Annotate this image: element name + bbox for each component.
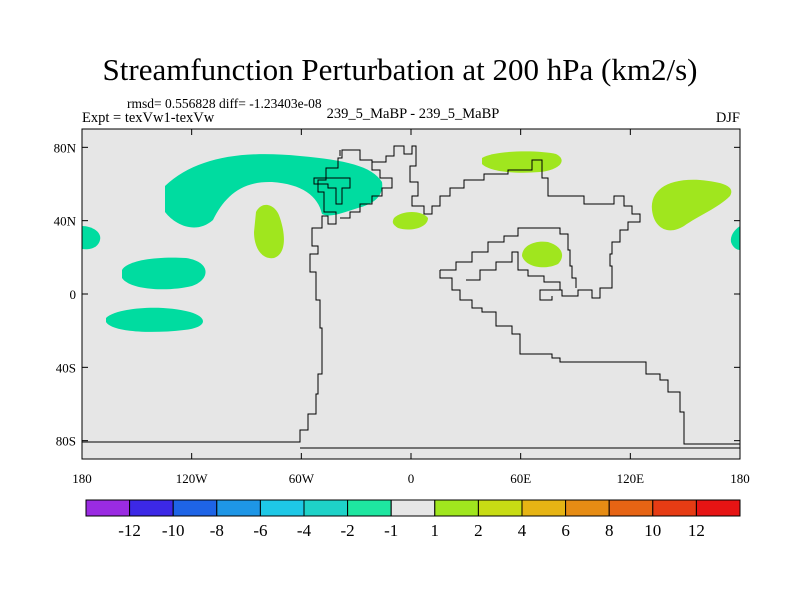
colorbar-label: -2 [341,521,355,540]
longitude-label: 180 [730,471,750,486]
plot-title: Streamfunction Perturbation at 200 hPa (… [102,52,698,87]
longitude-axis-labels: 180 120W 60W 0 60E 120E 180 [72,471,750,486]
negative-anomaly-region-south-pacific [106,307,203,332]
latitude-label: 0 [70,287,77,302]
positive-anomaly-region-tibet [522,241,563,268]
colorbar-swatches [85,499,741,517]
colorbar-label: 6 [561,521,570,540]
coastlines [82,145,740,449]
colorbar-label: 4 [518,521,527,540]
colorbar-swatch [216,499,261,517]
longitude-label: 180 [72,471,92,486]
longitude-label: 60E [510,471,531,486]
positive-anomaly-region-north-pacific [651,179,732,231]
colorbar-swatch [652,499,697,517]
negative-anomaly-region-central-pacific [122,257,206,290]
colorbar-label: 2 [474,521,483,540]
colorbar-swatch [521,499,567,517]
map-panel: 180 120W 60W 0 60E 120E 180 80N 40N 0 40S 80S [54,128,750,486]
colorbar-swatch [172,499,218,517]
positive-anomaly-region-north-america [254,204,284,259]
colorbar-swatch [434,499,479,517]
stats-text: rmsd= 0.556828 diff= -1.23403e-08 [127,96,322,111]
longitude-label: 120W [176,471,209,486]
longitude-label: 60W [289,471,315,486]
coastline-greenland-fragment [313,177,351,205]
colorbar-swatch [608,499,654,517]
negative-anomaly-region-north-atlantic [165,154,383,228]
coastline-americas [82,149,393,443]
colorbar-swatch [565,499,610,517]
colorbar-label: 12 [688,521,705,540]
latitude-label: 80S [56,434,76,449]
colorbar-swatch [259,499,305,517]
colorbar-swatch [303,499,349,517]
colorbar-label: -8 [210,521,224,540]
longitude-label: 0 [408,471,415,486]
longitude-label: 120E [617,471,645,486]
latitude-axis-labels: 80N 40N 0 40S 80S [54,140,77,448]
coastline-northwest-pacific [300,150,740,449]
colorbar-label: -10 [162,521,185,540]
colorbar-label: -4 [297,521,312,540]
colorbar-label: -6 [253,521,267,540]
negative-anomaly-region-pacific-west [82,226,101,250]
experiment-text: Expt = texVw1-texVw [82,110,215,126]
coastline-africa-antarctica [439,270,740,445]
colorbar-swatch [390,499,436,517]
negative-anomaly-region-pacific-east [730,226,740,250]
colorbar-label: 1 [431,521,440,540]
coastline-eurasia [372,145,641,301]
season-label: DJF [715,110,740,126]
colorbar-label: -1 [384,521,398,540]
latitude-label: 40S [56,360,76,375]
coastline-indian-australian-outer [440,227,577,288]
colorbar-swatch [477,499,523,517]
colorbar-swatch [85,499,131,517]
colorbar-label: 10 [644,521,661,540]
colorbar: -12 -10 -8 -6 -4 -2 -1 1 2 4 6 8 10 12 [85,499,741,540]
latitude-label: 40N [54,214,77,229]
colorbar-swatch [129,499,174,517]
colorbar-swatch [347,499,392,517]
colorbar-swatch [695,499,741,517]
case-subtitle: 239_5_MaBP - 239_5_MaBP [326,106,500,122]
map-ticks [81,129,741,459]
colorbar-labels: -12 -10 -8 -6 -4 -2 -1 1 2 4 6 8 10 12 [118,521,705,540]
positive-anomaly-region-europe [392,212,428,230]
latitude-label: 80N [54,140,77,155]
colorbar-label: -12 [118,521,141,540]
coastline-indian-australian-inner [466,251,561,290]
colorbar-label: 8 [605,521,614,540]
